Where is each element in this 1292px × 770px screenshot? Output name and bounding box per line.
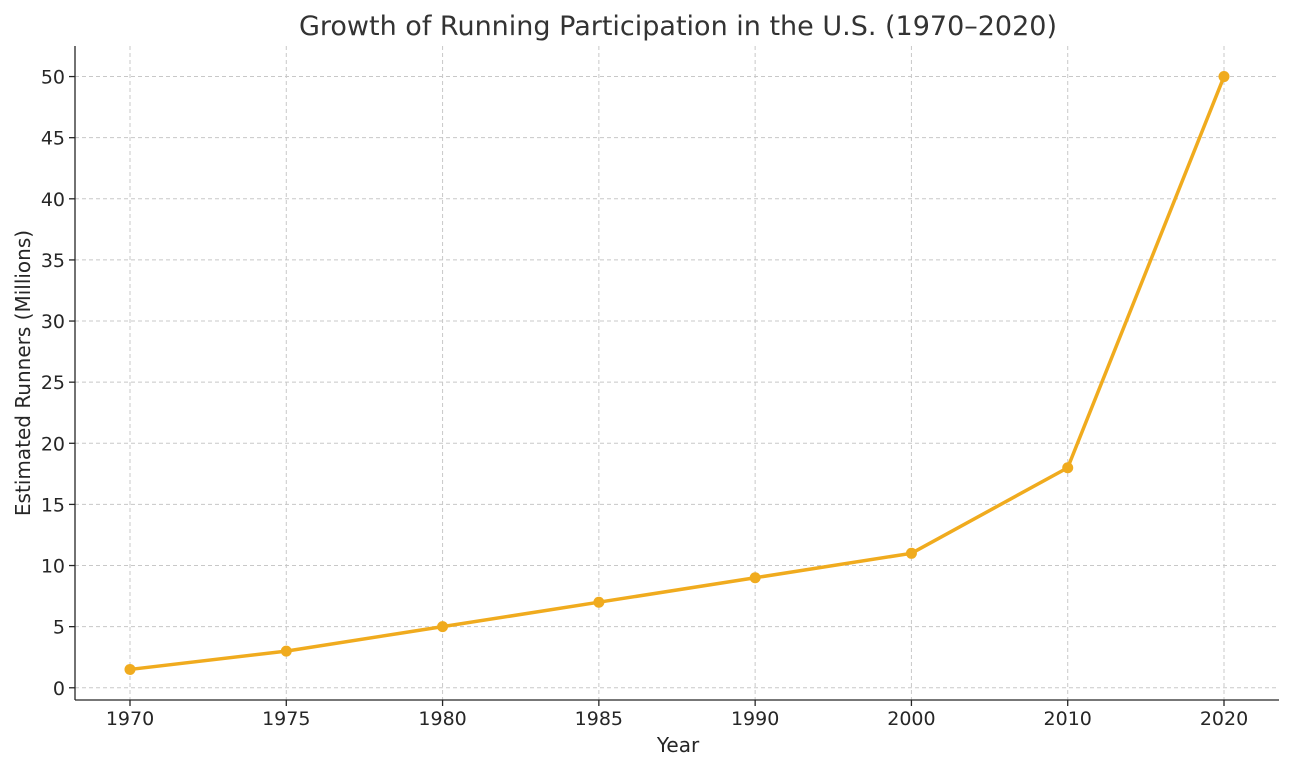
grid-lines [75, 46, 1279, 700]
x-tick-label: 2020 [1200, 708, 1248, 730]
chart-title: Growth of Running Participation in the U… [299, 11, 1057, 42]
x-tick-label: 1990 [731, 708, 779, 730]
data-point [905, 547, 917, 559]
y-tick-label: 10 [41, 556, 65, 578]
y-tick-label: 40 [41, 189, 65, 211]
x-tick-label: 1975 [262, 708, 310, 730]
y-tick-label: 50 [41, 67, 65, 89]
y-tick-label: 30 [41, 311, 65, 333]
tick-labels: 0 5 10 15 20 25 30 35 40 45 50 1970 1975 1980 1985 1990… [41, 67, 1248, 730]
y-tick-label: 25 [41, 372, 65, 394]
series-layer [124, 71, 1230, 675]
y-tick-label: 20 [41, 433, 65, 455]
data-point [1062, 462, 1074, 474]
x-tick-label: 1980 [418, 708, 466, 730]
data-point [593, 596, 605, 608]
y-tick-label: 45 [41, 128, 65, 150]
y-tick-label: 0 [53, 678, 65, 700]
y-tick-label: 5 [53, 617, 65, 639]
x-tick-label: 2000 [887, 708, 935, 730]
x-tick-label: 1970 [106, 708, 154, 730]
y-axis-label: Estimated Runners (Millions) [11, 230, 35, 516]
x-tick-label: 1985 [575, 708, 623, 730]
data-point [437, 621, 449, 633]
axes [69, 46, 1279, 706]
series-line [128, 74, 1226, 672]
data-point [124, 663, 136, 675]
data-point [280, 645, 292, 657]
x-tick-label: 2010 [1044, 708, 1092, 730]
y-tick-label: 35 [41, 250, 65, 272]
x-axis-label: Year [656, 733, 700, 757]
y-tick-label: 15 [41, 494, 65, 516]
data-point [749, 572, 761, 584]
data-point [1218, 71, 1230, 83]
